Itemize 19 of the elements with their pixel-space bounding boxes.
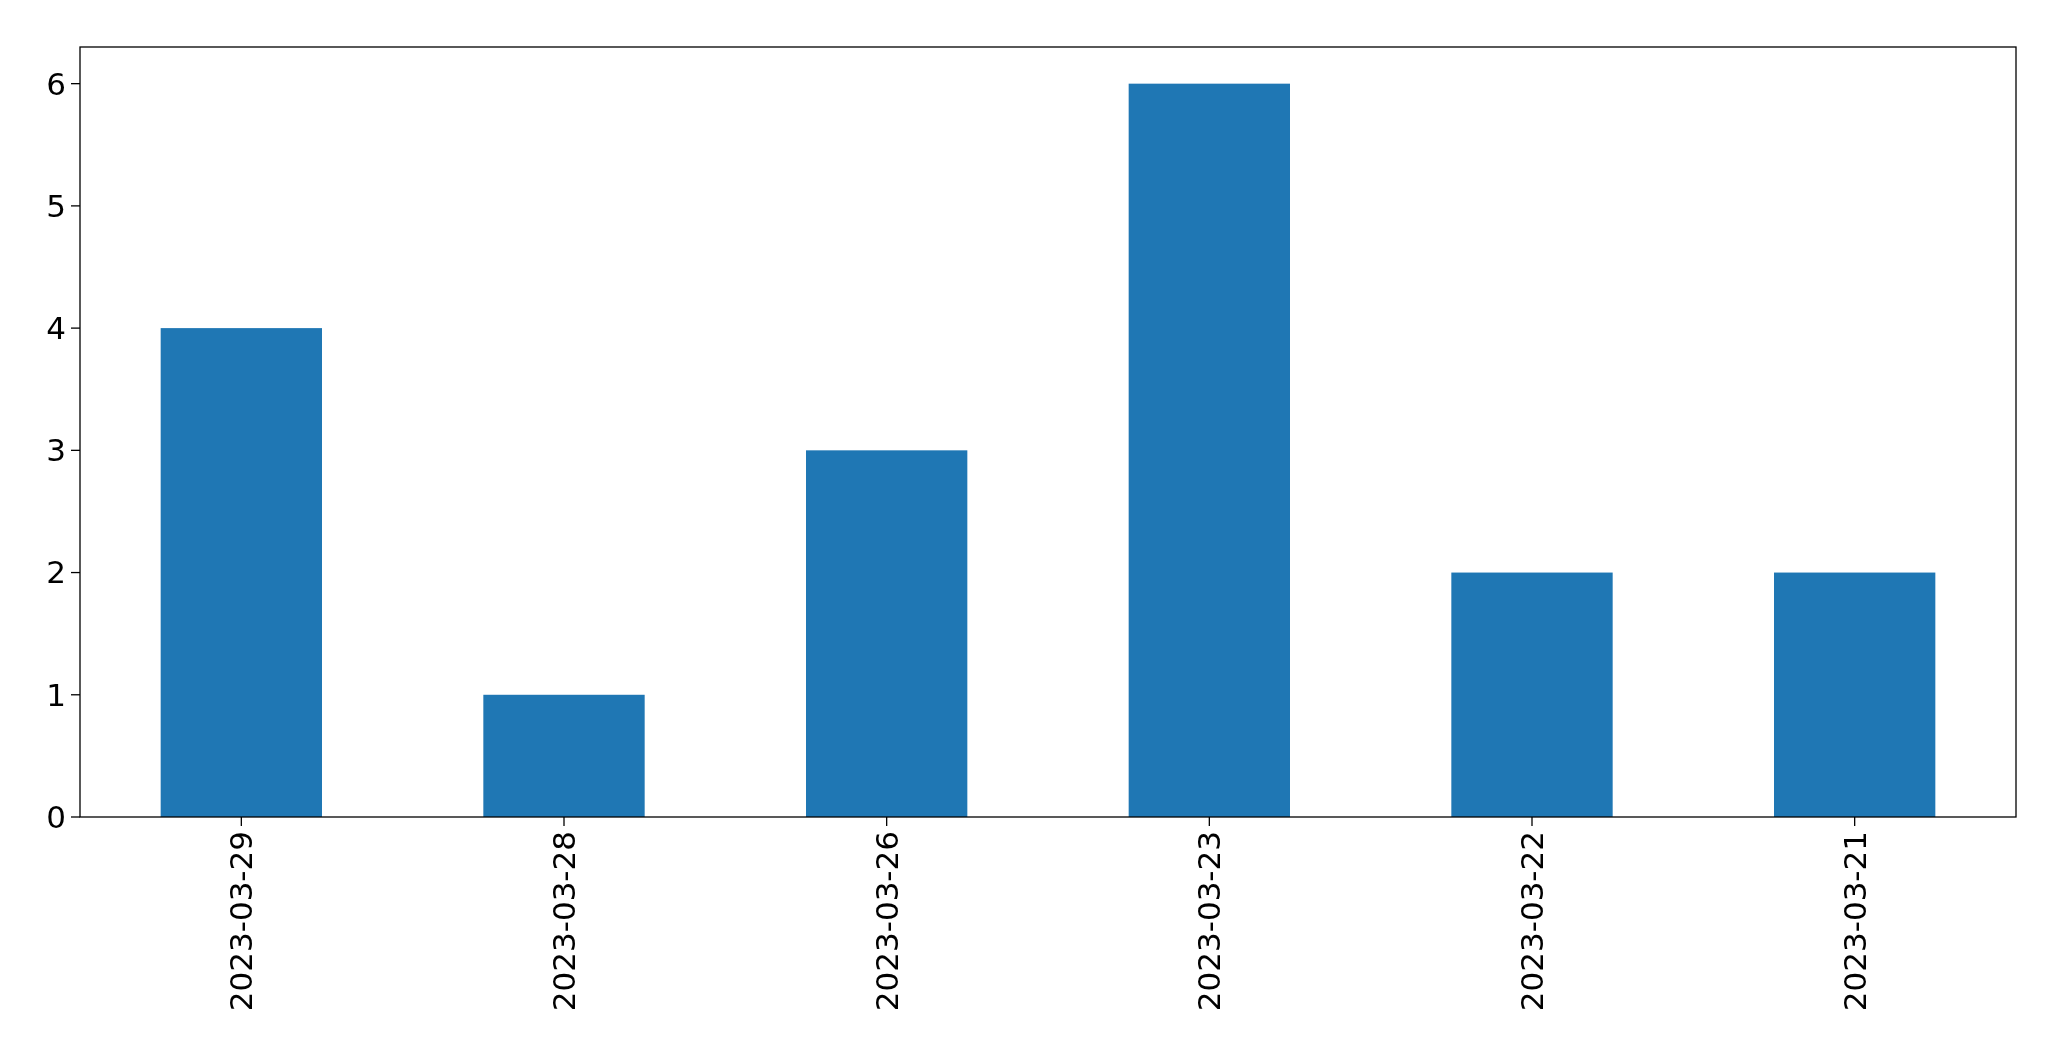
- y-tick-label: 5: [46, 187, 66, 224]
- x-tick-label: 2023-03-23: [1191, 831, 1228, 1012]
- x-tick-label: 2023-03-28: [545, 831, 582, 1012]
- bar: [1128, 83, 1290, 817]
- bar: [1774, 572, 1936, 817]
- bar: [1451, 572, 1613, 817]
- y-tick-label: 2: [46, 554, 66, 591]
- bar: [483, 694, 645, 817]
- y-tick-label: 6: [46, 65, 66, 102]
- x-tick-label: 2023-03-21: [1836, 831, 1873, 1012]
- y-tick-label: 4: [46, 309, 66, 346]
- bar: [160, 328, 322, 817]
- y-tick-label: 3: [46, 432, 66, 469]
- bar: [806, 450, 968, 817]
- x-tick-label: 2023-03-22: [1513, 831, 1550, 1012]
- x-tick-label: 2023-03-29: [223, 831, 260, 1012]
- x-tick-label: 2023-03-26: [868, 831, 905, 1012]
- y-tick-label: 1: [46, 676, 66, 713]
- y-tick-label: 0: [46, 798, 66, 835]
